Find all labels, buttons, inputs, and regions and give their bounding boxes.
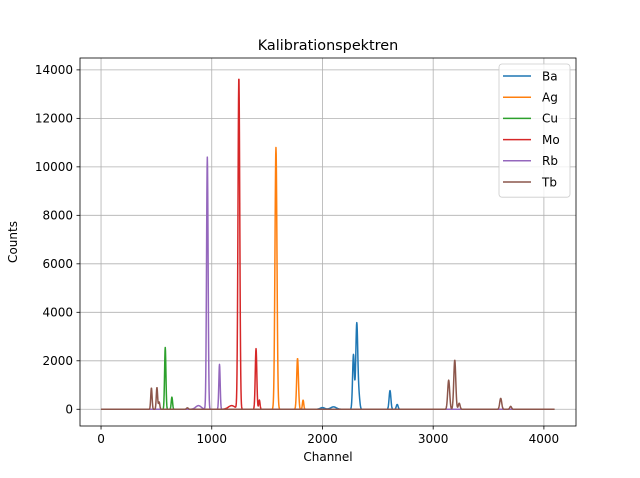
chart-title: Kalibrationspektren bbox=[258, 38, 398, 54]
y-tick-label: 8000 bbox=[42, 209, 73, 223]
legend-label-cu: Cu bbox=[542, 112, 558, 126]
legend-label-mo: Mo bbox=[542, 133, 560, 147]
y-tick-label: 4000 bbox=[42, 306, 73, 320]
legend-label-tb: Tb bbox=[541, 175, 557, 189]
x-tick-label: 2000 bbox=[307, 432, 338, 446]
legend: Ba Ag Cu Mo Rb Tb bbox=[498, 63, 571, 198]
y-tick-label: 2000 bbox=[42, 354, 73, 368]
x-tick-label: 0 bbox=[97, 432, 105, 446]
plot-frame bbox=[79, 57, 577, 427]
legend-label-ag: Ag bbox=[542, 91, 558, 105]
x-tick-label: 1000 bbox=[196, 432, 227, 446]
ticks: 0 1000 2000 3000 4000 0 2000 4000 6000 8000 10000 1… bbox=[35, 63, 559, 446]
legend-box bbox=[498, 63, 571, 198]
series-line-tb bbox=[100, 359, 556, 411]
x-axis-label: Channel bbox=[303, 450, 352, 464]
series-layer bbox=[100, 78, 556, 411]
x-tick-label: 4000 bbox=[529, 432, 560, 446]
legend-label-ba: Ba bbox=[542, 69, 558, 83]
y-tick-label: 14000 bbox=[35, 63, 73, 77]
y-tick-label: 10000 bbox=[35, 160, 73, 174]
x-tick-label: 3000 bbox=[418, 432, 449, 446]
legend-label-rb: Rb bbox=[542, 154, 558, 168]
y-tick-label: 12000 bbox=[35, 112, 73, 126]
grid bbox=[80, 58, 576, 426]
y-axis-label: Counts bbox=[6, 221, 20, 263]
y-tick-label: 0 bbox=[65, 403, 73, 417]
y-tick-label: 6000 bbox=[42, 257, 73, 271]
